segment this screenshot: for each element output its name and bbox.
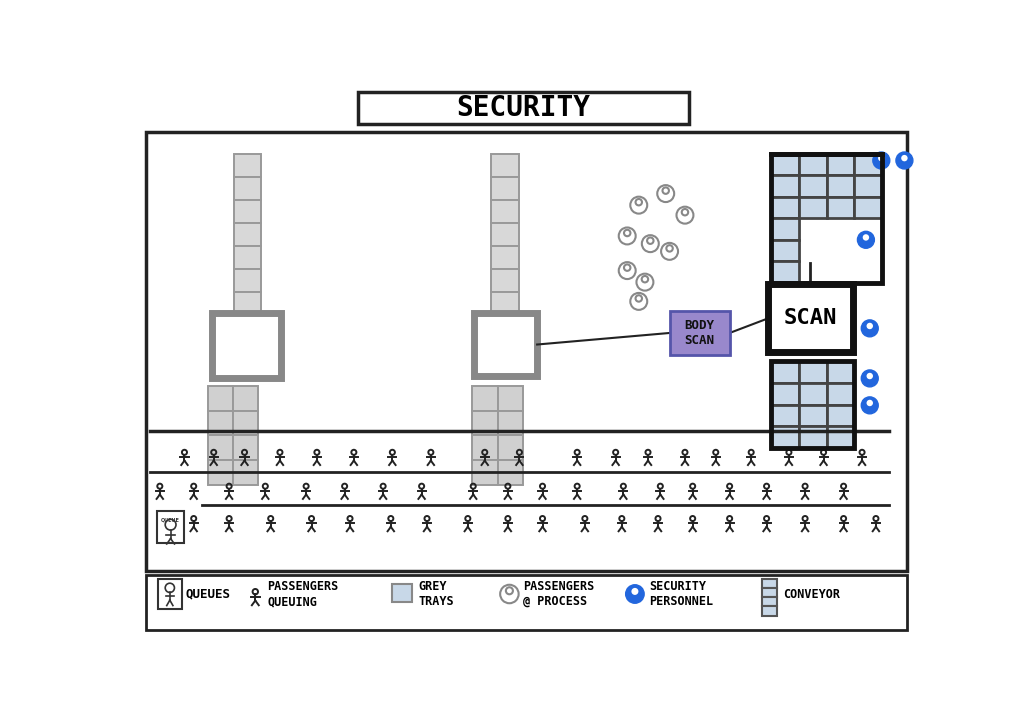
Bar: [762, 597, 777, 606]
Bar: [771, 362, 799, 383]
Bar: [157, 511, 184, 543]
Text: SECURITY
PERSONNEL: SECURITY PERSONNEL: [649, 580, 713, 608]
Bar: [490, 223, 518, 246]
Bar: [854, 197, 882, 218]
Bar: [490, 177, 518, 199]
Bar: [771, 262, 799, 283]
Bar: [498, 460, 523, 485]
Circle shape: [866, 373, 873, 379]
Bar: [826, 175, 854, 197]
Bar: [233, 269, 261, 292]
Bar: [799, 175, 826, 197]
Bar: [854, 154, 882, 175]
Text: PASSENGERS
@ PROCESS: PASSENGERS @ PROCESS: [523, 580, 595, 608]
Text: BODY
SCAN: BODY SCAN: [685, 319, 715, 347]
Bar: [233, 223, 261, 246]
Bar: [771, 197, 799, 218]
Bar: [826, 426, 854, 448]
Bar: [146, 132, 906, 571]
Bar: [771, 154, 882, 283]
Circle shape: [896, 152, 912, 169]
Bar: [799, 383, 826, 405]
Bar: [472, 386, 498, 410]
Bar: [158, 578, 182, 609]
Circle shape: [626, 585, 644, 603]
Circle shape: [857, 232, 874, 248]
Bar: [768, 285, 853, 352]
Text: QUEUE: QUEUE: [161, 518, 180, 523]
Bar: [208, 386, 233, 410]
Circle shape: [861, 320, 879, 337]
Circle shape: [862, 235, 869, 241]
Bar: [826, 362, 854, 383]
Circle shape: [861, 397, 879, 414]
Circle shape: [632, 588, 638, 595]
Bar: [233, 199, 261, 223]
Bar: [762, 588, 777, 597]
Bar: [670, 310, 730, 355]
Bar: [799, 197, 826, 218]
Bar: [799, 362, 826, 383]
Bar: [490, 246, 518, 269]
Bar: [208, 460, 233, 485]
Bar: [826, 383, 854, 405]
Bar: [472, 410, 498, 435]
Bar: [474, 313, 538, 376]
Circle shape: [866, 322, 873, 329]
Text: SECURITY: SECURITY: [457, 94, 590, 122]
Bar: [233, 435, 258, 460]
Bar: [799, 405, 826, 426]
Bar: [392, 584, 413, 603]
Bar: [762, 578, 777, 588]
Bar: [771, 218, 799, 240]
Bar: [771, 154, 799, 175]
Bar: [233, 460, 258, 485]
Bar: [498, 435, 523, 460]
Circle shape: [901, 155, 907, 162]
Bar: [771, 383, 799, 405]
Bar: [498, 410, 523, 435]
Bar: [826, 405, 854, 426]
Bar: [357, 92, 689, 124]
Circle shape: [872, 152, 890, 169]
Bar: [490, 292, 518, 315]
Text: CONVEYOR: CONVEYOR: [783, 588, 841, 601]
Text: QUEUES: QUEUES: [186, 588, 231, 601]
Bar: [771, 362, 854, 448]
Bar: [472, 460, 498, 485]
Text: GREY
TRAYS: GREY TRAYS: [419, 580, 455, 608]
Bar: [762, 606, 777, 616]
Bar: [233, 292, 261, 315]
Bar: [146, 575, 906, 630]
Bar: [212, 313, 282, 378]
Bar: [490, 154, 518, 177]
Bar: [490, 269, 518, 292]
Bar: [498, 386, 523, 410]
Circle shape: [879, 155, 885, 162]
Text: PASSENGERS
QUEUING: PASSENGERS QUEUING: [267, 580, 339, 608]
Bar: [233, 246, 261, 269]
Text: SCAN: SCAN: [783, 308, 838, 328]
Circle shape: [866, 400, 873, 406]
Bar: [826, 154, 854, 175]
Bar: [208, 435, 233, 460]
Bar: [490, 199, 518, 223]
Bar: [799, 154, 826, 175]
Bar: [208, 410, 233, 435]
Bar: [233, 177, 261, 199]
Bar: [826, 197, 854, 218]
Bar: [771, 426, 799, 448]
Bar: [233, 386, 258, 410]
Bar: [771, 240, 799, 262]
Circle shape: [861, 370, 879, 387]
Bar: [771, 175, 799, 197]
Bar: [799, 426, 826, 448]
Bar: [771, 405, 799, 426]
Bar: [472, 435, 498, 460]
Bar: [233, 154, 261, 177]
Bar: [233, 410, 258, 435]
Bar: [854, 175, 882, 197]
